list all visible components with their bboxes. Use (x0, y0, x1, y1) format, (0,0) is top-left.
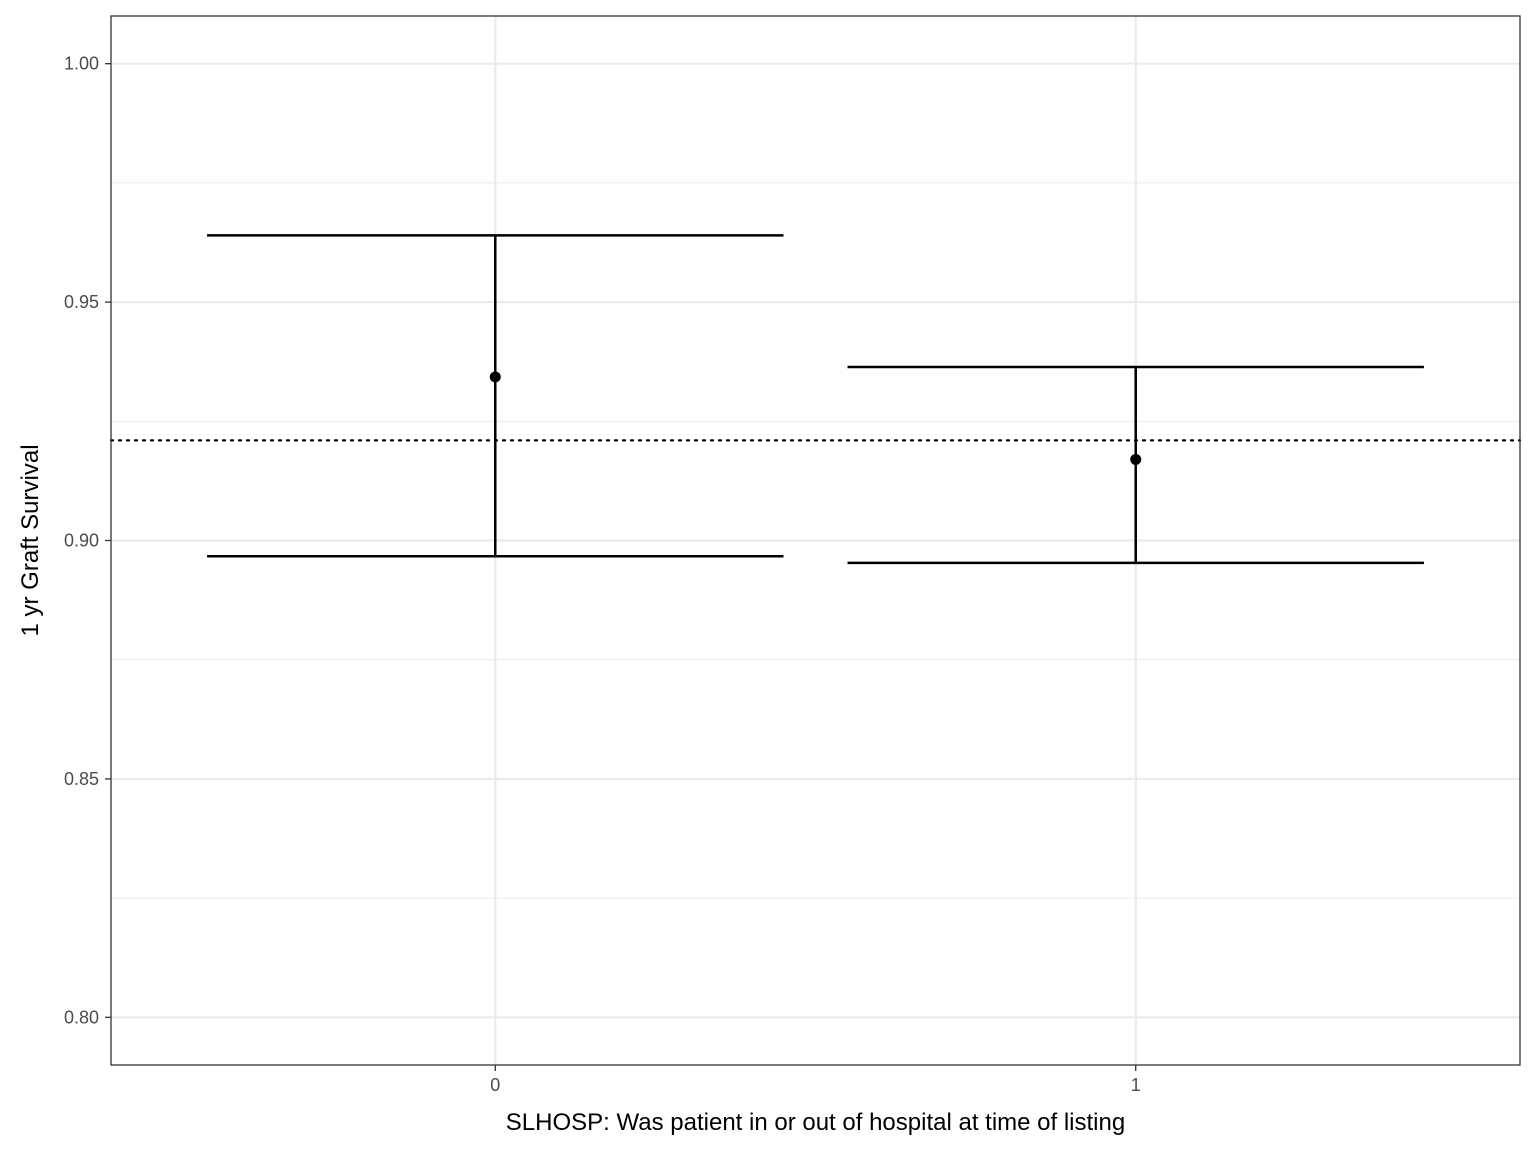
y-tick-label: 0.80 (64, 1007, 99, 1027)
axis-layer: 0.80 0.85 0.90 0.95 1.00 0 1 (64, 54, 1141, 1095)
y-axis-title: 1 yr Graft Survival (17, 444, 44, 636)
marks-layer (207, 234, 1424, 565)
x-tick-label: 1 (1131, 1075, 1141, 1095)
error-bar-group (847, 365, 1424, 565)
y-tick-label: 0.85 (64, 769, 99, 789)
error-bar-group (207, 234, 784, 558)
y-tick-label: 0.90 (64, 531, 99, 551)
grid-layer (111, 16, 1520, 1065)
data-point (1130, 453, 1142, 465)
y-tick-label: 1.00 (64, 54, 99, 74)
x-tick-label: 0 (490, 1075, 500, 1095)
data-point (489, 371, 501, 383)
x-axis-title: SLHOSP: Was patient in or out of hospita… (506, 1109, 1125, 1136)
y-tick-label: 0.95 (64, 292, 99, 312)
